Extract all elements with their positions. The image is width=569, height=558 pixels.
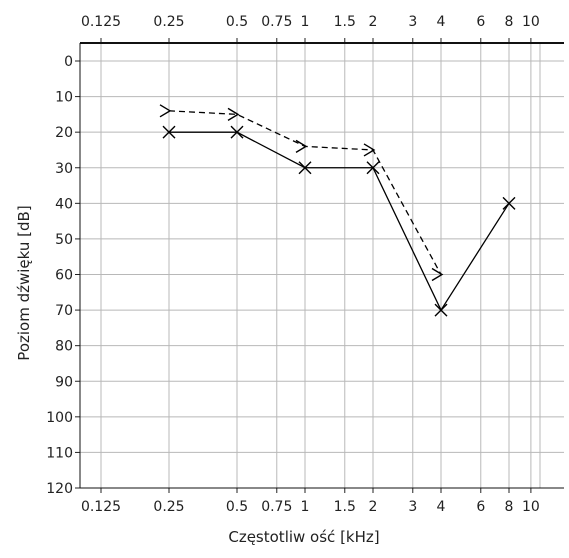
series-layer bbox=[159, 104, 516, 317]
y-tick-label: 30 bbox=[55, 161, 73, 177]
x-tick-label-top: 1.5 bbox=[334, 14, 356, 30]
arrow-marker bbox=[431, 267, 444, 282]
x-tick-label-top: 10 bbox=[522, 14, 540, 30]
x-tick-label-bottom: 0.125 bbox=[81, 499, 121, 515]
y-tick-label: 10 bbox=[55, 90, 73, 106]
x-tick-label-top: 1 bbox=[301, 14, 310, 30]
y-tick-label: 20 bbox=[55, 125, 73, 141]
arrow-marker bbox=[295, 139, 308, 154]
arrow-marker bbox=[227, 107, 240, 121]
x-tick-label-top: 0.5 bbox=[226, 14, 248, 30]
y-axis-title: Poziom dźwięku [dB] bbox=[15, 205, 33, 360]
x-tick-label-bottom: 1 bbox=[301, 499, 310, 515]
y-tick-label: 110 bbox=[46, 445, 73, 461]
x-tick-label-bottom: 2 bbox=[369, 499, 378, 515]
x-tick-label-top: 0.125 bbox=[81, 14, 121, 30]
y-tick-label: 60 bbox=[55, 268, 73, 284]
y-tick-label: 80 bbox=[55, 339, 73, 355]
x-tick-label-bottom: 1.5 bbox=[334, 499, 356, 515]
x-tick-label-bottom: 3 bbox=[408, 499, 417, 515]
label-layer: Częstotliw ość [kHz] Poziom dźwięku [dB]… bbox=[15, 14, 540, 546]
x-tick-label-top: 6 bbox=[476, 14, 485, 30]
y-tick-label: 120 bbox=[46, 481, 73, 497]
x-marker bbox=[298, 161, 312, 175]
y-tick-label: 70 bbox=[55, 303, 73, 319]
y-tick-label: 40 bbox=[55, 196, 73, 212]
y-tick-label: 50 bbox=[55, 232, 73, 248]
x-tick-label-bottom: 0.25 bbox=[153, 499, 184, 515]
arrow-marker bbox=[363, 143, 376, 157]
y-tick-label: 100 bbox=[46, 410, 73, 426]
x-tick-label-bottom: 0.5 bbox=[226, 499, 248, 515]
x-tick-label-top: 0.75 bbox=[261, 14, 292, 30]
y-tick-label: 0 bbox=[64, 54, 73, 70]
x-marker bbox=[230, 125, 244, 139]
y-tick-label: 90 bbox=[55, 374, 73, 390]
x-axis-title: Częstotliw ość [kHz] bbox=[228, 528, 379, 546]
x-tick-label-top: 0.25 bbox=[153, 14, 184, 30]
x-tick-label-bottom: 6 bbox=[476, 499, 485, 515]
x-marker bbox=[366, 161, 380, 175]
x-tick-label-bottom: 8 bbox=[505, 499, 514, 515]
x-tick-label-top: 2 bbox=[369, 14, 378, 30]
x-tick-label-bottom: 10 bbox=[522, 499, 540, 515]
x-tick-label-bottom: 4 bbox=[437, 499, 446, 515]
arrow-marker bbox=[159, 104, 172, 118]
x-tick-label-top: 4 bbox=[437, 14, 446, 30]
series-line-solid bbox=[169, 131, 510, 312]
frame-layer bbox=[75, 38, 564, 493]
x-tick-label-top: 8 bbox=[505, 14, 514, 30]
x-tick-label-bottom: 0.75 bbox=[261, 499, 292, 515]
x-tick-label-top: 3 bbox=[408, 14, 417, 30]
grid-layer bbox=[80, 43, 564, 489]
x-marker bbox=[162, 125, 176, 139]
x-marker bbox=[502, 196, 516, 210]
x-marker bbox=[434, 303, 448, 317]
